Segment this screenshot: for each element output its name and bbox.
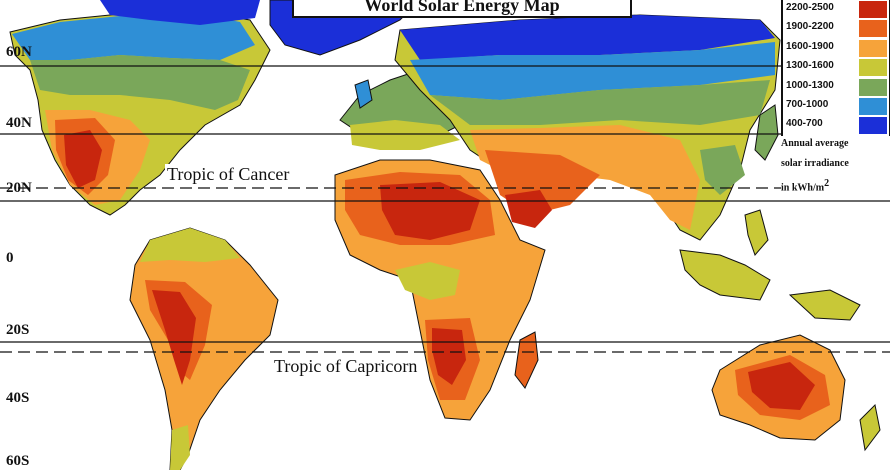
arabia-peak-zone (505, 190, 552, 228)
europe-warm-zone (350, 120, 460, 150)
south-america (129, 227, 279, 470)
east-asia-zone (700, 145, 745, 195)
legend-row: 1000-1300 (781, 77, 890, 97)
legend-color-swatch (859, 59, 887, 77)
asia (394, 14, 781, 241)
legend-caption-line-3: in kWh/m2 (781, 177, 890, 195)
legend-row: 1900-2200 (781, 19, 890, 39)
south-america-north-zone (140, 228, 240, 262)
central-asia-zone (430, 80, 770, 125)
latitude-gridlines (0, 65, 890, 353)
latitude-label-60n: 60N (6, 44, 32, 60)
australia-peak-zone (748, 362, 815, 410)
legend-color-swatch (859, 78, 887, 96)
legend-color-swatch (859, 97, 887, 115)
indonesia-islands (679, 249, 771, 301)
japan (754, 104, 779, 161)
sahara-peak-zone (380, 182, 480, 240)
legend-color-swatch (859, 117, 887, 135)
latitude-label-equator: 0 (6, 250, 14, 266)
central-africa-zone (395, 262, 460, 300)
map-title: World Solar Energy Map (292, 0, 632, 18)
philippines (744, 209, 769, 256)
australia (711, 334, 881, 452)
latitude-label-40s: 40S (6, 390, 30, 406)
tropic-of-capricorn-label: Tropic of Capricorn (272, 356, 420, 377)
uk (354, 79, 373, 109)
south-america-south-zone (170, 425, 190, 470)
arctic-islands (100, 0, 260, 25)
legend-range-label: 1300-1600 (786, 60, 834, 72)
legend-range-label: 1600-1900 (786, 40, 834, 52)
south-america-landmass (129, 227, 279, 470)
legend-range-label: 400-700 (786, 118, 823, 130)
legend-caption-unit: in kWh/m (781, 182, 825, 194)
new-zealand (859, 403, 881, 452)
legend-caption-exponent: 2 (824, 178, 830, 189)
latitude-label-20s: 20S (6, 322, 30, 338)
legend-range-label: 700-1000 (786, 98, 829, 110)
legend-color-swatch (859, 1, 887, 18)
south-america-peak-zone (152, 290, 196, 385)
legend-row: 400-700 (781, 116, 890, 136)
southeast-asia-islands (679, 209, 861, 321)
legend-range-label: 2200-2500 (786, 2, 834, 13)
legend-caption-line-1: Annual average (781, 138, 849, 149)
legend-caption: Annual average solar irradiance in kWh/m… (781, 137, 890, 196)
legend-caption-line-2: solar irradiance (781, 158, 849, 169)
latitude-label-40n: 40N (6, 115, 32, 131)
new-guinea (788, 289, 861, 321)
legend-color-swatch (859, 20, 887, 38)
legend-row: 700-1000 (781, 96, 890, 117)
siberia-cool-zone (410, 42, 775, 100)
north-america-peak-zone (64, 130, 102, 188)
africa (334, 159, 546, 421)
latitude-label-60s: 60S (6, 453, 30, 469)
latitude-label-20n: 20N (6, 180, 32, 196)
tropic-of-cancer-label: Tropic of Cancer (165, 164, 292, 185)
north-america-mid-zone (30, 55, 250, 110)
legend-row: 1600-1900 (781, 38, 890, 59)
siberia-cold-zone (400, 15, 775, 60)
middle-east-warm-zone (470, 125, 700, 230)
legend-range-label: 1000-1300 (786, 79, 834, 91)
legend: 2200-2500 1900-2200 1600-1900 1300-1600 1000… (781, 0, 890, 140)
legend-row: 1300-1600 (781, 58, 890, 78)
legend-range-label: 1900-2200 (786, 21, 834, 33)
legend-row: 2200-2500 (781, 0, 890, 20)
legend-color-swatch (859, 39, 887, 57)
madagascar (514, 331, 539, 389)
